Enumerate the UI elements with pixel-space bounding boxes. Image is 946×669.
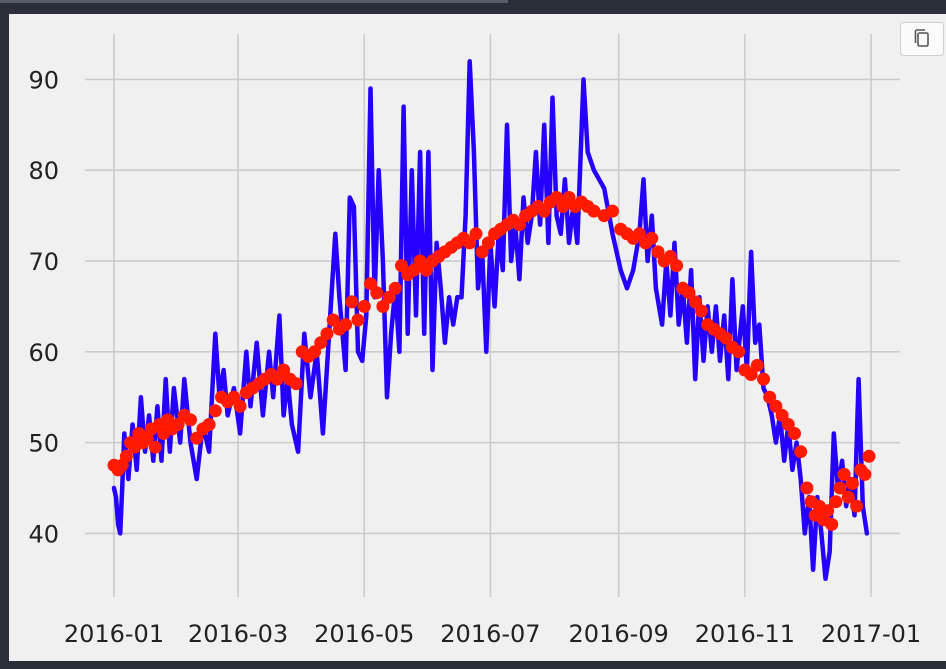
scatter-point (320, 327, 334, 341)
copy-button[interactable] (900, 22, 944, 56)
x-tick-label: 2016-11 (695, 620, 795, 648)
scatter-point (148, 440, 162, 454)
scatter-point (512, 218, 526, 232)
y-tick-label: 50 (28, 430, 59, 458)
x-tick-label: 2016-05 (314, 620, 414, 648)
scatter-point (351, 313, 365, 327)
scatter-point (862, 449, 876, 463)
scatter-point (202, 418, 216, 431)
scatter-point (833, 481, 847, 495)
scatter-point (326, 313, 340, 327)
scatter-point (825, 517, 839, 531)
y-tick-label: 70 (28, 248, 59, 276)
scatter-point (277, 363, 291, 377)
scatter-point (694, 304, 708, 318)
scatter-point (744, 368, 758, 381)
x-tick-label: 2017-01 (821, 620, 921, 648)
scatter-point (788, 427, 801, 440)
scatter-point (208, 404, 222, 418)
scatter-point (821, 504, 835, 518)
scatter-point (481, 236, 495, 250)
scatter-point (841, 490, 855, 504)
scatter-point (119, 449, 133, 463)
scatter-point (469, 227, 483, 241)
grid (85, 34, 900, 597)
scatter-point (858, 467, 872, 481)
y-tick-label: 80 (28, 157, 59, 185)
scatter-point (357, 299, 371, 313)
y-tick-label: 40 (28, 520, 59, 548)
scatter-point (339, 318, 353, 332)
scatter-point (688, 295, 702, 309)
chart-svg: 2016-01 2016-03 2016-05 2016-07 2016-09 2016-… (28, 34, 921, 648)
scatter-point (364, 277, 377, 291)
scatter-point (407, 263, 421, 277)
scatter-point (376, 299, 390, 313)
scatter-point (463, 236, 477, 250)
scatter-point (345, 295, 359, 309)
scatter-point (670, 259, 684, 273)
scatter-point (757, 372, 770, 386)
scatter-point (682, 286, 696, 300)
scatter-point (769, 399, 783, 413)
y-tick-label: 60 (28, 339, 59, 367)
x-tick-label: 2016-01 (64, 620, 164, 648)
scatter-point (800, 481, 814, 495)
x-tick-label: 2016-09 (569, 620, 669, 648)
scatter-point (763, 390, 777, 404)
x-tick-label: 2016-03 (188, 620, 288, 648)
scatter-point (775, 408, 789, 422)
tick-labels: 2016-01 2016-03 2016-05 2016-07 2016-09 2016-… (28, 66, 921, 648)
scatter-point (632, 227, 646, 241)
scatter-point (750, 358, 764, 372)
scatter-point (227, 390, 241, 404)
scatter-point (308, 345, 322, 359)
scatter-point (845, 477, 859, 490)
scatter-point (829, 495, 843, 509)
x-tick-label: 2016-07 (440, 620, 540, 648)
scatter-point (587, 204, 601, 218)
scatter-point (645, 231, 659, 245)
scatter-point (719, 331, 733, 345)
series-layer (107, 58, 876, 582)
scatter-point (270, 372, 284, 386)
output-panel: 2016-01 2016-03 2016-05 2016-07 2016-09 2016-… (9, 14, 946, 661)
scatter-point (388, 281, 402, 295)
scatter-point (850, 499, 864, 513)
scatter-point (606, 204, 619, 218)
scatter-point (190, 431, 204, 445)
scatter-point (537, 204, 551, 218)
scatter-point (837, 467, 851, 481)
scatter-point (233, 399, 247, 413)
scatter-point (171, 418, 185, 431)
scatter-point (794, 445, 808, 459)
scatter-point (419, 263, 433, 277)
scatter-point (651, 245, 665, 259)
scatter-point (370, 286, 384, 300)
copy-icon (914, 29, 929, 47)
scatter-point (184, 413, 197, 427)
y-tick-label: 90 (28, 66, 59, 94)
scatter-point (289, 377, 303, 391)
scatter-point (732, 345, 746, 359)
scatter-point (663, 250, 677, 263)
window-top-accent (0, 0, 508, 3)
scatter-point (413, 254, 427, 268)
